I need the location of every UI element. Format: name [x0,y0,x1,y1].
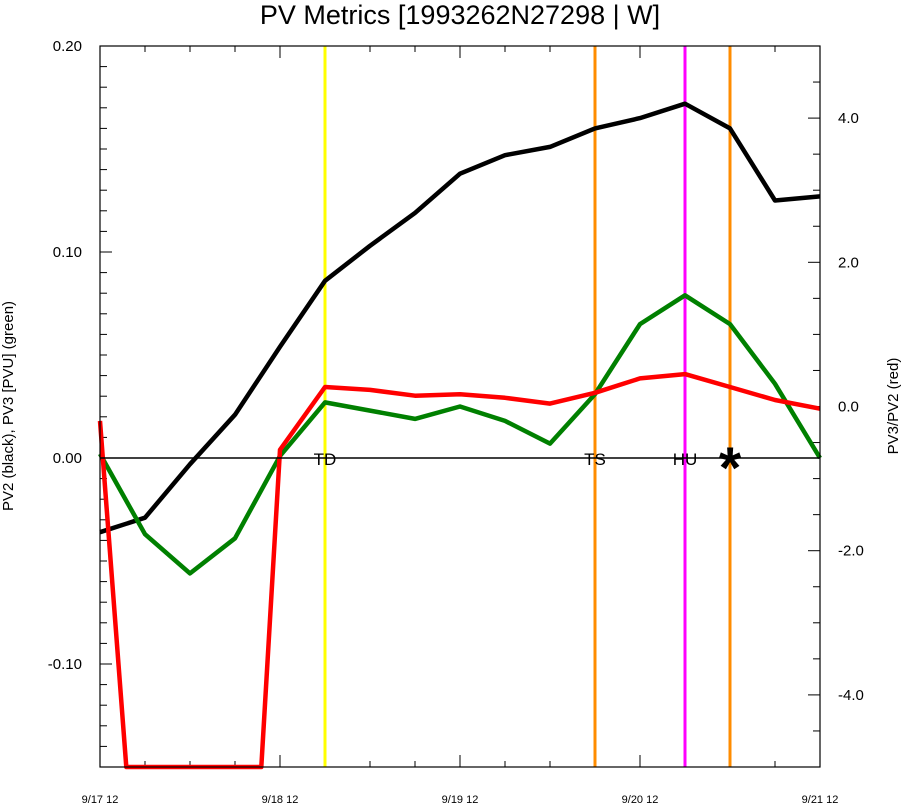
stage-label: TS [584,450,606,469]
y-axis-right-label: PV3/PV2 (red) [885,358,902,455]
y-left-tick-label: 0.20 [53,38,82,55]
chart-title: PV Metrics [1993262N27298 | W] [260,0,660,30]
x-tick-label: 9/19 12 [442,794,479,805]
series-line-pv3 [98,293,822,576]
y-right-tick-label: -2.0 [838,543,864,560]
series-line-pv2 [99,101,821,535]
x-tick-label: 9/18 12 [262,794,299,805]
x-tick-label: 9/17 12 [82,794,119,805]
y-right-tick-label: 0.0 [838,399,859,416]
stage-label: HU [673,450,698,469]
y-left-tick-label: 0.00 [53,450,82,467]
y-left-tick-label: 0.10 [53,244,82,261]
stage-label: TD [314,450,337,469]
y-left-tick-label: -0.10 [48,656,82,673]
y-right-tick-label: -4.0 [838,687,864,704]
y-axis-left-label: PV2 (black), PV3 [PVU] (green) [0,301,17,511]
plot-frame [99,45,821,768]
y-right-tick-label: 2.0 [838,254,859,271]
stage-label-star: * [719,436,742,501]
x-tick-label: 9/21 12 [802,794,839,805]
x-tick-label: 9/20 12 [622,794,659,805]
series-line-ratio [97,371,821,770]
y-right-tick-label: 4.0 [838,110,859,127]
